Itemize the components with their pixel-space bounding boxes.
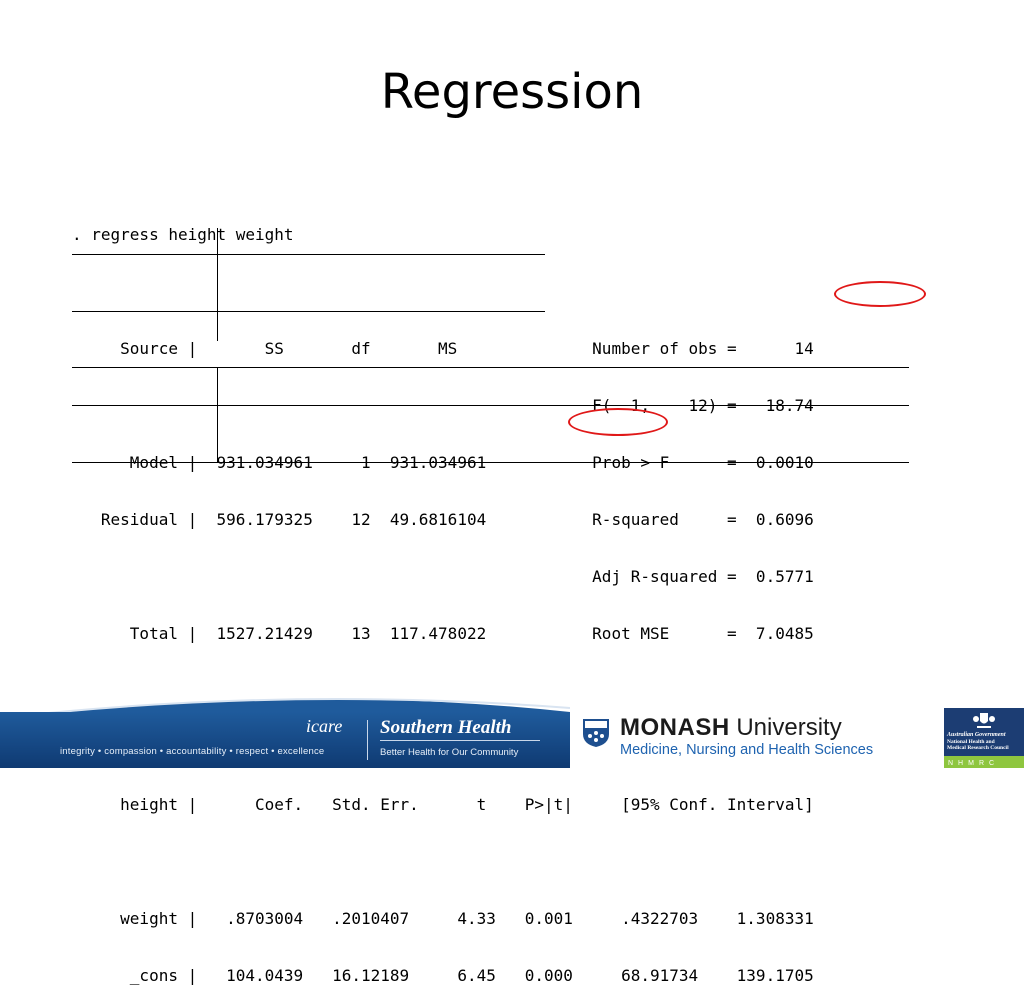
anova-adjr-row: Adj R-squared = 0.5771 bbox=[72, 567, 814, 586]
monash-university-logo: MONASH University bbox=[620, 714, 842, 742]
southern-health-subtitle: Better Health for Our Community bbox=[380, 747, 519, 758]
slide-footer: icare Southern Health integrity • compas… bbox=[0, 690, 1024, 768]
nhmrc-line-1: Australian Government bbox=[947, 732, 1006, 738]
nhmrc-text: Australian Government National Health an… bbox=[947, 732, 1023, 752]
coef-rule-top bbox=[72, 367, 909, 368]
southern-health-underline bbox=[380, 740, 540, 741]
southern-health-logo: Southern Health bbox=[380, 717, 512, 738]
anova-divider bbox=[217, 228, 218, 341]
anova-header-row: Source | SS df MS Number of obs = 14 bbox=[72, 339, 814, 358]
coef-rule-mid bbox=[72, 405, 909, 406]
coat-of-arms-icon bbox=[973, 713, 995, 728]
nhmrc-line-3: Medical Research Council bbox=[947, 745, 1009, 751]
anova-rule-bottom bbox=[72, 311, 545, 312]
coef-header-row: height | Coef. Std. Err. t P>|t| [95% Co… bbox=[72, 795, 814, 814]
slide-title: Regression bbox=[380, 64, 644, 120]
anova-rule-top bbox=[72, 254, 545, 255]
banner-divider bbox=[367, 720, 368, 760]
nhmrc-letters: NHMRC bbox=[948, 760, 1000, 767]
icare-logo: icare bbox=[306, 716, 343, 736]
coef-rule-bottom bbox=[72, 462, 909, 463]
stata-output: . regress height weight Source | SS df M… bbox=[72, 187, 814, 1004]
stata-command: . regress height weight bbox=[72, 225, 294, 244]
values-tagline: integrity • compassion • accountability … bbox=[60, 746, 325, 757]
coef-weight-row: weight | .8703004 .2010407 4.33 0.001 .4… bbox=[72, 909, 814, 928]
anova-residual-row: Residual | 596.179325 12 49.6816104 R-sq… bbox=[72, 510, 814, 529]
nhmrc-logo: Australian Government National Health an… bbox=[944, 708, 1024, 768]
monash-faculty: Medicine, Nursing and Health Sciences bbox=[620, 742, 874, 758]
pvalue-highlight bbox=[568, 408, 668, 436]
university-wordmark: University bbox=[729, 714, 842, 741]
monash-wordmark: MONASH bbox=[620, 714, 730, 741]
coef-divider bbox=[217, 368, 218, 463]
nhmrc-line-2: National Health and bbox=[947, 738, 995, 745]
monash-crest-icon bbox=[583, 719, 609, 747]
rsquared-highlight bbox=[834, 281, 926, 307]
nhmrc-green-band: NHMRC bbox=[944, 756, 1024, 768]
coef-cons-row: _cons | 104.0439 16.12189 6.45 0.000 68.… bbox=[72, 966, 814, 985]
anova-total-row: Total | 1527.21429 13 117.478022 Root MS… bbox=[72, 624, 814, 643]
